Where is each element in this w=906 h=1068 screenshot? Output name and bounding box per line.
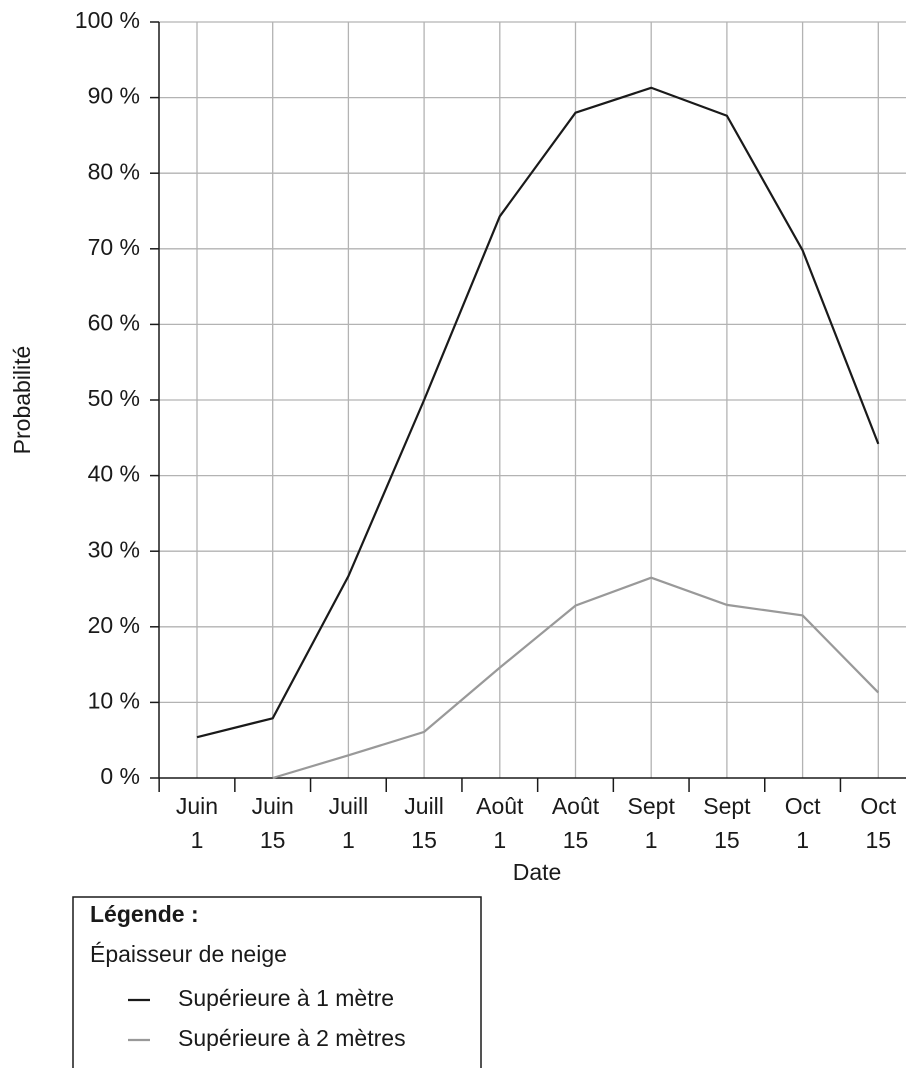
x-tick-label: 15 bbox=[563, 827, 589, 853]
y-axis-label: Probabilité bbox=[9, 346, 35, 455]
x-tick-label: 1 bbox=[493, 827, 506, 853]
y-tick-label: 70 % bbox=[88, 234, 140, 260]
legend-label: Supérieure à 1 mètre bbox=[178, 985, 394, 1011]
x-tick-label: Sept bbox=[703, 793, 751, 819]
y-tick-label: 0 % bbox=[100, 763, 140, 789]
x-tick-label: 15 bbox=[411, 827, 437, 853]
x-tick-label: Juin bbox=[252, 793, 294, 819]
x-tick-label: Oct bbox=[785, 793, 821, 819]
x-tick-label: 15 bbox=[866, 827, 892, 853]
x-tick-label: 1 bbox=[645, 827, 658, 853]
x-axis-label: Date bbox=[513, 859, 562, 885]
legend-title: Légende : bbox=[90, 901, 199, 927]
x-tick-label: Août bbox=[476, 793, 524, 819]
y-tick-label: 20 % bbox=[88, 612, 140, 638]
y-tick-label: 90 % bbox=[88, 83, 140, 109]
x-tick-label: Juill bbox=[404, 793, 444, 819]
y-tick-label: 60 % bbox=[88, 309, 140, 335]
series-line bbox=[272, 576, 880, 780]
x-tick-label: 15 bbox=[714, 827, 740, 853]
x-tick-label: Oct bbox=[860, 793, 896, 819]
x-tick-label: 15 bbox=[260, 827, 286, 853]
series-line bbox=[196, 86, 880, 739]
x-tick-label: Juill bbox=[329, 793, 369, 819]
legend-subtitle: Épaisseur de neige bbox=[90, 941, 287, 967]
x-tick-label: Juin bbox=[176, 793, 218, 819]
y-tick-label: 50 % bbox=[88, 385, 140, 411]
legend-label: Supérieure à 2 mètres bbox=[178, 1025, 406, 1051]
x-tick-label: Août bbox=[552, 793, 600, 819]
x-tick-label: 1 bbox=[796, 827, 809, 853]
x-tick-label: 1 bbox=[191, 827, 204, 853]
y-tick-label: 10 % bbox=[88, 687, 140, 713]
y-tick-label: 100 % bbox=[75, 7, 140, 33]
x-tick-label: 1 bbox=[342, 827, 355, 853]
y-tick-label: 40 % bbox=[88, 461, 140, 487]
legend-box bbox=[72, 896, 482, 1068]
y-tick-label: 80 % bbox=[88, 158, 140, 184]
x-tick-label: Sept bbox=[628, 793, 676, 819]
y-tick-label: 30 % bbox=[88, 536, 140, 562]
